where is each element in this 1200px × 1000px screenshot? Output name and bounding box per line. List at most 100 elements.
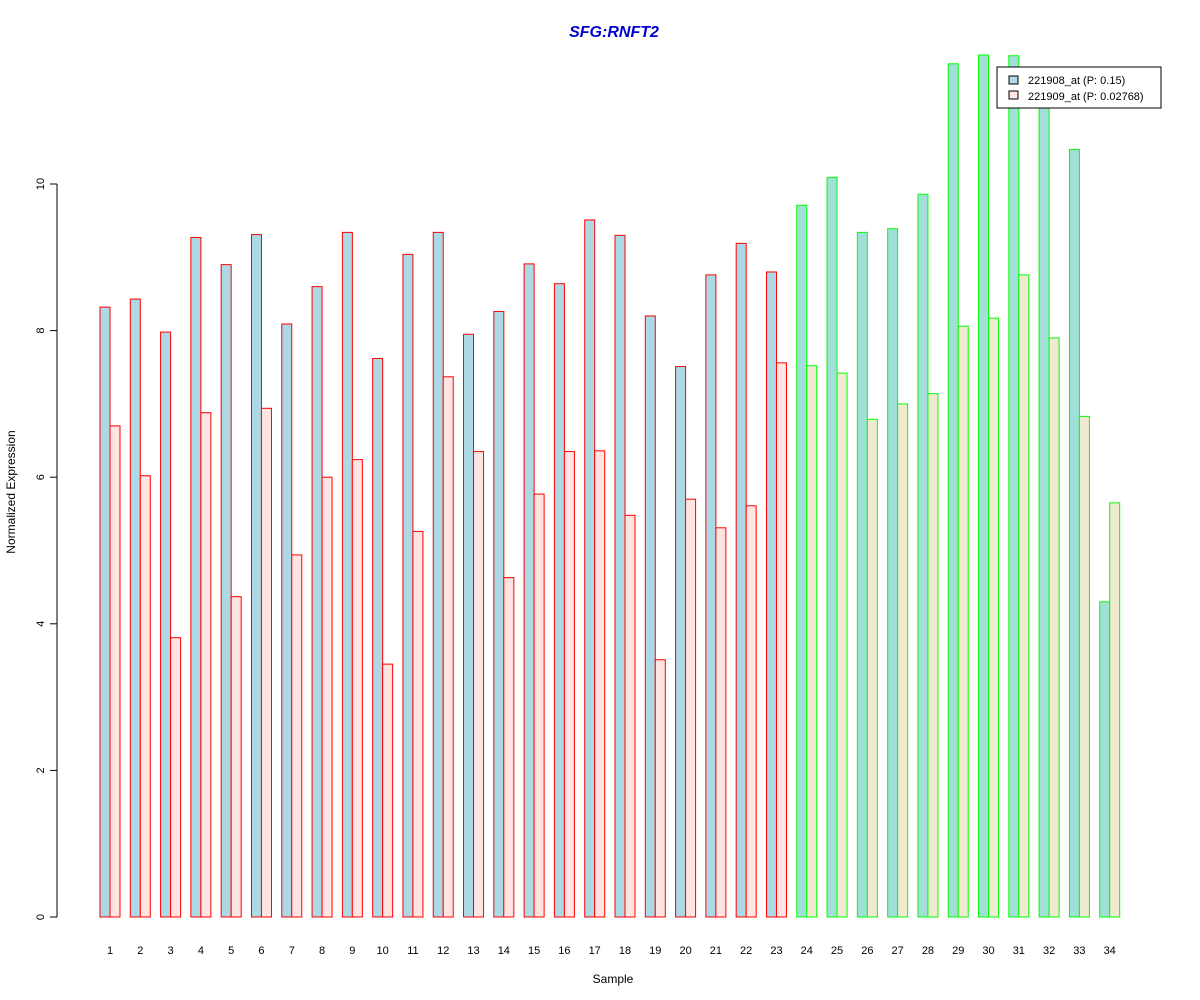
- bar-221908-sample-9: [341, 231, 353, 918]
- y-tick-label: 2: [35, 767, 47, 773]
- bar-221909-sample-22: [745, 505, 757, 918]
- bar-221908-sample-13: [463, 333, 475, 918]
- bars: [99, 54, 1121, 918]
- bar-221908-sample-4: [190, 237, 202, 918]
- x-tick-label: 9: [349, 945, 355, 957]
- x-tick-label: 14: [498, 945, 510, 957]
- x-tick-label: 25: [831, 945, 843, 957]
- bar-221908-sample-2: [129, 298, 141, 918]
- bar-221908-sample-22: [735, 242, 747, 918]
- bar-221909-sample-13: [473, 451, 485, 918]
- legend-label-221908: 221908_at (P: 0.15): [1028, 75, 1125, 87]
- bar-221909-sample-25: [836, 372, 848, 918]
- x-tick-label: 30: [982, 945, 994, 957]
- bar-221908-sample-18: [614, 234, 626, 918]
- x-tick-label: 1: [107, 945, 113, 957]
- bar-221909-sample-23: [775, 362, 787, 918]
- bar-221908-sample-16: [553, 283, 565, 918]
- x-tick-label: 27: [892, 945, 904, 957]
- x-tick-label: 17: [589, 945, 601, 957]
- bar-221908-sample-15: [523, 263, 535, 918]
- bar-221909-sample-9: [351, 459, 363, 918]
- x-tick-label: 5: [228, 945, 234, 957]
- x-tick-label: 23: [770, 945, 782, 957]
- bar-221909-sample-7: [291, 554, 303, 918]
- bar-221909-sample-16: [563, 451, 575, 918]
- bar-221909-sample-5: [230, 596, 242, 918]
- bar-221909-sample-31: [1018, 274, 1030, 918]
- bar-221908-sample-29: [947, 63, 959, 918]
- y-tick-label: 8: [35, 328, 47, 334]
- y-axis-title: Normalized Expression: [4, 430, 18, 553]
- bar-221909-sample-10: [382, 663, 394, 918]
- bar-221909-sample-20: [685, 498, 697, 918]
- bar-221908-sample-6: [250, 234, 262, 918]
- chart-title: SFG:RNFT2: [569, 24, 659, 41]
- x-tick-label: 3: [168, 945, 174, 957]
- x-tick-label: 34: [1104, 945, 1116, 957]
- x-tick-label: 22: [740, 945, 752, 957]
- bar-221908-sample-32: [1038, 97, 1050, 918]
- bar-221909-sample-28: [927, 393, 939, 918]
- x-tick-label: 16: [558, 945, 570, 957]
- bar-221909-sample-17: [594, 450, 606, 918]
- legend-swatch-221908: [1008, 75, 1019, 85]
- bar-221908-sample-34: [1099, 601, 1111, 918]
- x-tick-label: 26: [861, 945, 873, 957]
- bar-221909-sample-6: [260, 407, 272, 918]
- bar-221908-sample-23: [765, 271, 777, 918]
- bar-221908-sample-7: [281, 323, 293, 918]
- legend-swatch-221909: [1008, 90, 1019, 100]
- bar-221909-sample-33: [1078, 415, 1090, 918]
- bar-221908-sample-3: [160, 331, 172, 918]
- y-tick-label: 6: [35, 474, 47, 480]
- y-axis: 0 2 4 6 8 10: [35, 178, 58, 920]
- bar-221909-sample-1: [109, 425, 121, 918]
- x-tick-label: 31: [1013, 945, 1025, 957]
- x-tick-label: 7: [289, 945, 295, 957]
- bar-221908-sample-30: [978, 54, 990, 918]
- bar-221908-sample-12: [432, 231, 444, 918]
- x-axis-title: Sample: [593, 972, 634, 986]
- bar-221908-sample-17: [584, 219, 596, 918]
- x-tick-label: 29: [952, 945, 964, 957]
- legend-label-221909: 221909_at (P: 0.02768): [1028, 91, 1144, 103]
- x-tick-label: 13: [467, 945, 479, 957]
- bar-221908-sample-27: [887, 228, 899, 918]
- x-tick-label: 6: [258, 945, 264, 957]
- legend-box: [996, 66, 1162, 109]
- x-tick-label: 2: [137, 945, 143, 957]
- x-tick-label: 20: [679, 945, 691, 957]
- bar-221908-sample-1: [99, 306, 111, 918]
- bar-221908-sample-8: [311, 286, 323, 918]
- bar-221909-sample-29: [957, 325, 969, 918]
- x-tick-label: 21: [710, 945, 722, 957]
- bar-221908-sample-28: [917, 193, 929, 918]
- x-tick-label: 15: [528, 945, 540, 957]
- x-tick-label: 4: [198, 945, 204, 957]
- x-tick-label: 18: [619, 945, 631, 957]
- x-tick-label: 33: [1073, 945, 1085, 957]
- x-tick-label: 32: [1043, 945, 1055, 957]
- bar-221908-sample-11: [402, 253, 414, 918]
- bar-221909-sample-8: [321, 476, 333, 918]
- bar-221909-sample-2: [139, 475, 151, 918]
- bar-221908-sample-31: [1008, 55, 1020, 918]
- bar-221909-sample-21: [715, 527, 727, 918]
- x-tick-label: 10: [377, 945, 389, 957]
- bar-221908-sample-33: [1068, 149, 1080, 918]
- bar-221909-sample-27: [897, 403, 909, 918]
- bar-221909-sample-14: [503, 577, 515, 918]
- y-tick-label: 0: [35, 914, 47, 920]
- bar-221908-sample-21: [705, 274, 717, 918]
- bar-221909-sample-12: [442, 376, 454, 918]
- bar-221909-sample-4: [200, 412, 212, 918]
- bar-221909-sample-26: [866, 418, 878, 918]
- x-tick-label: 19: [649, 945, 661, 957]
- bar-221908-sample-5: [220, 264, 232, 918]
- bar-221909-sample-3: [170, 637, 182, 918]
- bar-221908-sample-24: [796, 204, 808, 918]
- x-tick-label: 8: [319, 945, 325, 957]
- bar-221908-sample-19: [644, 315, 656, 918]
